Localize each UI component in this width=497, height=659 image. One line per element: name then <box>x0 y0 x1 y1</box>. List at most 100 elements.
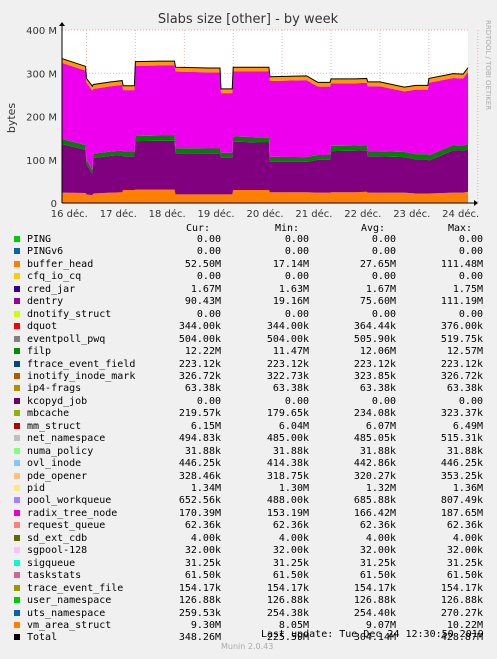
legend-label: request_queue <box>27 520 106 532</box>
legend-swatch <box>14 385 20 392</box>
legend-swatch <box>14 534 20 541</box>
legend-value-cur: 504.00k <box>178 333 221 345</box>
legend-swatch <box>14 584 20 591</box>
legend-value-cur: 170.39M <box>178 507 221 519</box>
legend-label: cred_jar <box>27 283 76 295</box>
legend-value-avg: 31.88k <box>359 445 396 457</box>
legend-value-cur: 9.30M <box>190 619 221 631</box>
area-layers <box>61 58 469 203</box>
legend-label: sigqueue <box>27 557 76 569</box>
legend-value-cur: 348.26M <box>178 632 221 644</box>
legend-label: radix_tree_node <box>27 507 118 519</box>
legend-label: PINGv6 <box>27 246 64 258</box>
legend-label: taskstats <box>27 570 82 582</box>
legend-label: user_namespace <box>27 595 112 607</box>
chart: Slabs size [other] - by week bytes RRDTO… <box>5 12 492 220</box>
legend-value-max: 446.25k <box>440 458 483 470</box>
legend-value-min: 126.88k <box>266 595 309 607</box>
legend-label: vm_area_struct <box>27 619 112 631</box>
legend-value-cur: 4.00k <box>190 532 221 544</box>
legend-label: buffer_head <box>27 258 94 270</box>
legend-value-min: 31.88k <box>272 445 309 457</box>
legend-row: inotify_inode_mark 326.72k 322.73k 323.85k 3… <box>0 371 497 383</box>
legend-value-avg: 63.38k <box>359 383 396 395</box>
rrdtool-watermark: RRDTOOL / TOBI OETIKER <box>484 20 492 110</box>
legend-value-min: 1.63M <box>278 283 309 295</box>
legend-label: filp <box>27 346 52 358</box>
legend-value-cur: 6.15M <box>190 420 221 432</box>
legend-value-avg: 0.00 <box>371 395 396 407</box>
legend-value-max: 0.00 <box>458 308 483 320</box>
x-tick-label: 16 déc. <box>51 208 88 220</box>
legend-value-avg: 32.00k <box>359 545 396 557</box>
legend-value-min: 8.05M <box>278 619 309 631</box>
legend-value-min: 63.38k <box>272 383 309 395</box>
legend-value-avg: 6.07M <box>365 420 396 432</box>
legend-swatch <box>14 547 20 554</box>
legend-value-cur: 32.00k <box>184 545 221 557</box>
legend-swatch <box>14 447 20 454</box>
legend-value-min: 4.00k <box>278 532 309 544</box>
legend-value-min: 322.73k <box>266 370 309 382</box>
legend-value-min: 6.04M <box>278 420 309 432</box>
legend-value-min: 344.00k <box>266 321 309 333</box>
legend-value-cur: 0.00 <box>196 271 221 283</box>
legend-value-cur: 219.57k <box>178 408 221 420</box>
legend-swatch <box>14 335 20 342</box>
legend-value-max: 270.27k <box>440 607 483 619</box>
legend-value-min: 223.12k <box>266 358 309 370</box>
legend-value-max: 0.00 <box>458 246 483 258</box>
legend-label: pde_opener <box>27 470 88 482</box>
legend-row: filp 12.22M 11.47M 12.06M 12.57M <box>0 346 497 358</box>
legend-value-min: 488.00k <box>266 495 309 507</box>
legend-value-avg: 1.67M <box>365 283 396 295</box>
legend-swatch <box>14 522 20 529</box>
legend-value-cur: 652.56k <box>178 495 221 507</box>
legend-value-cur: 0.00 <box>196 246 221 258</box>
legend-row: sigqueue 31.25k 31.25k 31.25k 31.25k <box>0 558 497 570</box>
legend-value-min: 1.30M <box>278 483 309 494</box>
chart-title: Slabs size [other] - by week <box>158 12 339 27</box>
legend-value-cur: 1.34M <box>190 483 221 494</box>
legend-value-avg: 254.40k <box>353 607 396 619</box>
legend-value-max: 62.36k <box>446 520 483 532</box>
legend-value-min: 153.19M <box>266 507 309 519</box>
legend-label: uts_namespace <box>27 607 106 619</box>
legend-value-min: 61.50k <box>272 570 309 582</box>
legend-value-max: 111.48M <box>440 258 483 270</box>
legend-value-avg: 31.25k <box>359 557 396 569</box>
legend-row: uts_namespace 259.53k 254.38k 254.40k 270.27… <box>0 608 497 620</box>
legend-value-avg: 61.50k <box>359 570 396 582</box>
legend-row: mm_struct 6.15M 6.04M 6.07M 6.49M <box>0 421 497 433</box>
legend-row: PINGv6 0.00 0.00 0.00 0.00 <box>0 246 497 258</box>
legend-row: dquot 344.00k 344.00k 364.44k 376.00k <box>0 321 497 333</box>
legend-value-avg: 62.36k <box>359 520 396 532</box>
legend-value-min: 179.65k <box>266 408 309 420</box>
legend-row: ovl_inode 446.25k 414.38k 442.86k 446.25k <box>0 458 497 470</box>
legend-swatch <box>14 497 20 504</box>
legend-value-cur: 1.67M <box>190 283 221 295</box>
legend-value-max: 326.72k <box>440 370 483 382</box>
legend-value-max: 1.36M <box>452 483 483 494</box>
legend-row: buffer_head 52.50M 17.14M 27.65M 111.48M <box>0 259 497 271</box>
legend-value-max: 187.65M <box>440 507 483 519</box>
legend-swatch <box>14 472 20 479</box>
legend-row: request_queue 62.36k 62.36k 62.36k 62.36k <box>0 520 497 532</box>
legend-label: kcopyd_job <box>27 395 88 407</box>
legend-value-cur: 494.83k <box>178 433 221 445</box>
legend-row: pool_workqueue 652.56k 488.00k 685.88k 807.4… <box>0 495 497 507</box>
legend-value-avg: 234.08k <box>353 408 396 420</box>
y-tick-label: 400 M <box>26 26 57 37</box>
legend-swatch <box>14 422 20 429</box>
legend-value-cur: 126.88k <box>178 595 221 607</box>
legend-row: sgpool-128 32.00k 32.00k 32.00k 32.00k <box>0 545 497 557</box>
last-update: Last update: Tue Dec 24 12:30:50 2019 <box>261 629 484 640</box>
legend-value-avg: 0.00 <box>371 308 396 320</box>
legend-row: Total 348.26M 225.59M 304.14M 428.87M <box>0 632 497 644</box>
legend-swatch <box>14 323 20 330</box>
legend-swatch <box>14 485 20 491</box>
legend-value-avg: 320.27k <box>353 470 396 482</box>
legend-value-max: 519.75k <box>440 333 483 345</box>
legend-label: inotify_inode_mark <box>27 370 136 382</box>
legend-value-min: 0.00 <box>284 234 309 245</box>
